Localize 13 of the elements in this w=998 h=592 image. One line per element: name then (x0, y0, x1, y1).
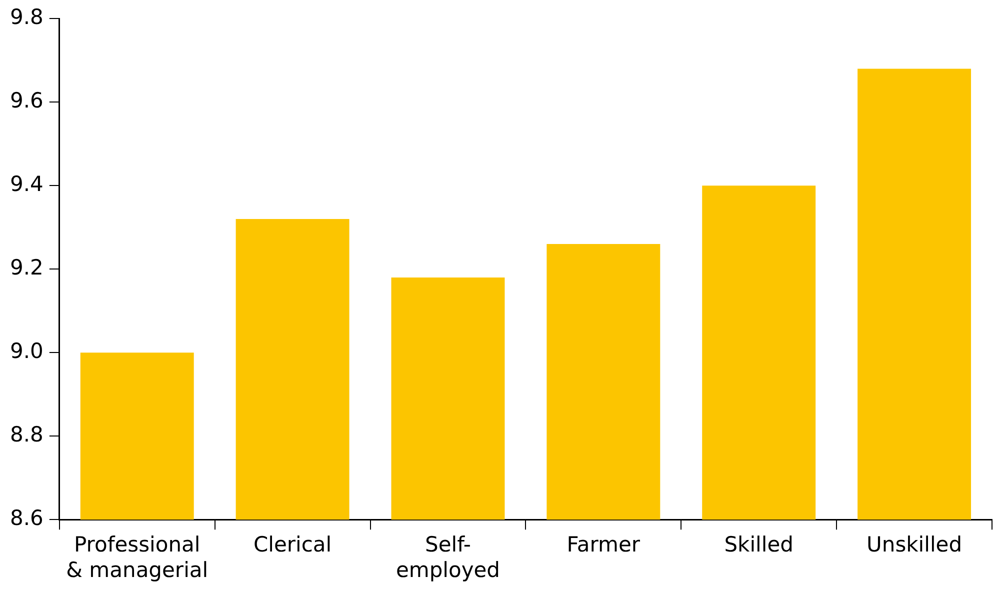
x-tick-label: Professional & managerial (66, 532, 208, 582)
y-tick-label: 9.0 (10, 339, 44, 364)
x-tick-label: Self-employed (396, 532, 500, 582)
y-tick-label: 9.4 (10, 172, 44, 196)
x-tick-label: Clerical (253, 532, 332, 557)
y-tick-label: 8.6 (10, 506, 44, 530)
y-tick-label: 9.2 (10, 256, 44, 280)
y-tick-label: 8.8 (10, 422, 44, 447)
x-tick-label: Skilled (724, 532, 794, 557)
x-tick-label: Unskilled (866, 532, 962, 557)
y-tick-label: 9.6 (10, 88, 44, 113)
x-tick-label: Farmer (566, 532, 640, 557)
y-tick-label: 9.8 (10, 5, 44, 30)
